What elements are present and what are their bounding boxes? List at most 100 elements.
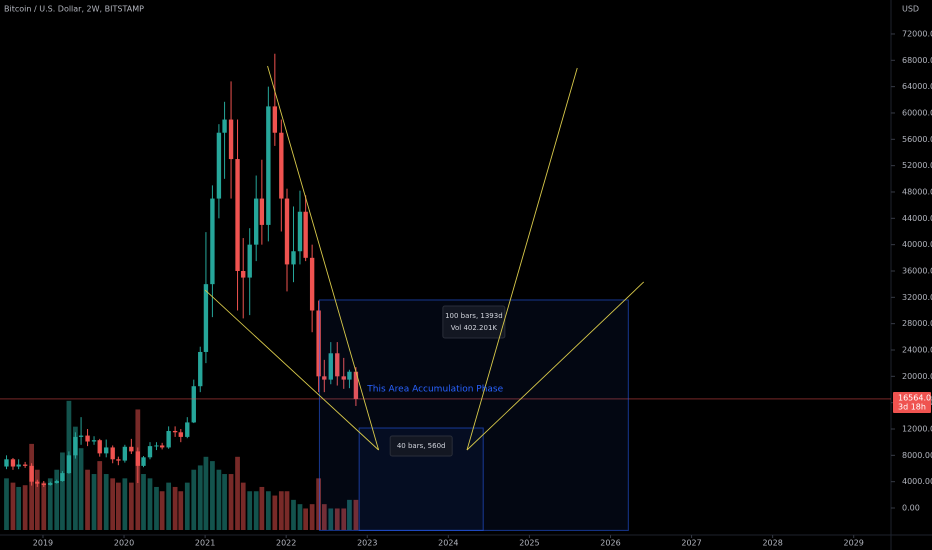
last-price-tag [893,391,931,413]
volume-bar [278,491,284,530]
volume-bar [291,499,296,530]
candle-body [154,445,159,447]
y-tick-label: 68000.00 [902,56,932,65]
volume-bar [235,456,240,530]
annotation: This Area Accumulation Phase [366,384,503,394]
candle-body [22,464,28,466]
candle-body [185,422,190,437]
candle-body [328,353,333,380]
volume-bar [203,456,209,530]
candle-body [48,482,53,485]
candle-body [91,440,97,442]
candle-body [129,446,134,452]
candle-body [147,446,153,458]
y-tick-label: 72000.00 [902,29,932,38]
x-tick-label: 2026 [600,539,620,548]
candle-body [191,386,196,423]
y-tick-label: 20000.00 [902,372,932,381]
volume-bar [184,482,190,530]
range-label: 100 bars, 1393d [445,312,503,320]
trend-line [466,281,645,451]
volume-bar [34,469,40,530]
countdown-label: 3d 18h [898,402,926,411]
y-tick-label: 0.00 [902,504,920,513]
volume-bar [128,482,134,530]
candle-body [73,436,78,456]
y-tick-label: 12000.00 [902,425,932,434]
candle-body [297,211,303,252]
candle-body [266,106,271,225]
y-tick-label: 40000.00 [902,240,932,249]
last-price-label: 16564.00 [898,393,932,402]
candle-body [303,211,308,258]
volume-bar [22,485,28,530]
candle-body [335,353,340,377]
candle-body [284,198,290,265]
candle-body [178,432,183,437]
x-tick-label: 2029 [844,539,864,548]
x-tick-label: 2019 [33,539,53,548]
volume-bar [197,465,203,530]
volume-bar [159,491,165,530]
candle-body [322,376,327,380]
volume-bar [210,461,215,530]
candle-body [97,440,102,454]
currency-label: USD [902,5,919,14]
candle-body [104,447,109,454]
volume-bar [41,482,47,530]
volume-bar [259,486,265,530]
volume-bar [191,469,197,530]
volume-bar [265,491,271,530]
volume-bar [85,469,90,530]
range-label: Vol 402.201K [451,324,498,332]
volume-bar [29,443,34,530]
y-tick-label: 36000.00 [902,266,932,275]
volume-bar [10,482,16,530]
candle-body [222,119,227,133]
volume-bar [284,491,290,530]
range-label-box [389,435,453,457]
candle-body [4,459,9,467]
volume-bar [316,478,321,530]
candle-body [135,451,141,466]
candle-body [110,447,115,460]
candle-body [78,435,84,437]
volume-bar [353,499,359,530]
y-tick-label: 44000.00 [902,214,932,223]
x-tick-label: 2025 [519,539,539,548]
x-tick-label: 2024 [438,539,458,548]
y-tick-label: 52000.00 [902,161,932,170]
candle-body [353,371,359,399]
y-tick-label: 24000.00 [902,345,932,354]
x-tick-label: 2027 [681,539,701,548]
candle-body [10,459,16,467]
x-tick-label: 2022 [276,539,296,548]
volume-bar [253,491,259,530]
volume-bar [16,486,22,530]
plot-area [4,53,359,530]
volume-bar [166,482,172,530]
volume-bar [4,478,9,530]
volume-bar [328,508,334,530]
candle-body [241,270,246,278]
trend-line [267,65,380,451]
volume-bar [222,474,227,530]
candle-body [159,445,165,448]
x-tick-label: 2020 [114,539,134,548]
volume-bar [54,469,60,530]
volume-bar [240,482,246,530]
candle-body [29,465,34,482]
volume-bar [303,508,309,530]
chart-title: Bitcoin / U.S. Dollar, 2W, BITSTAMP [4,5,144,14]
range-label: 40 bars, 560d [397,442,446,450]
candle-body [166,430,171,448]
volume-bar [341,508,347,530]
candle-body [122,446,128,461]
trend-line [466,67,578,451]
y-tick-label: 4000.00 [902,477,932,486]
candle-body [341,376,346,380]
candle-body [85,435,90,442]
